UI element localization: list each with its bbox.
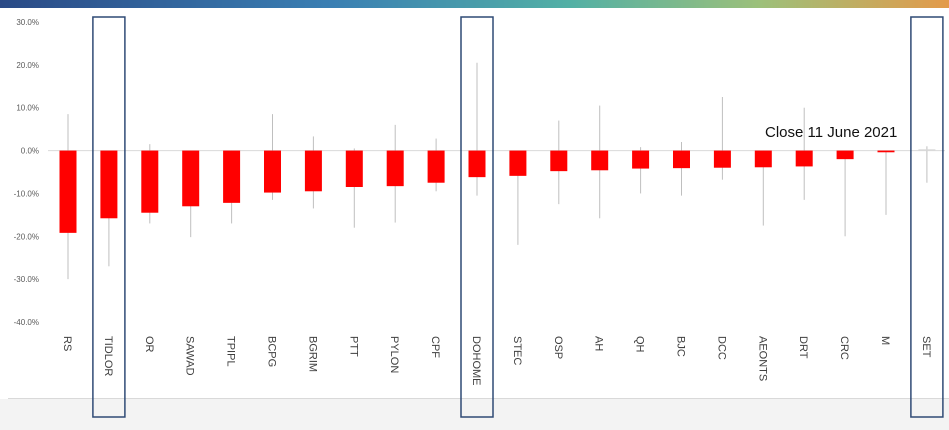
bar	[836, 150, 854, 160]
x-tick-label: SET	[920, 336, 932, 358]
bar	[182, 150, 200, 207]
y-tick-label: -30.0%	[14, 275, 39, 284]
bars	[59, 149, 936, 233]
bar	[550, 150, 568, 172]
y-tick-label: -20.0%	[14, 232, 39, 241]
bar	[795, 150, 813, 167]
x-tick-label: RS	[61, 336, 73, 351]
bar	[345, 150, 363, 187]
footer-strip	[0, 399, 949, 430]
bar	[141, 150, 159, 213]
x-tick-label: M	[879, 336, 891, 345]
x-tick-label: OR	[143, 336, 155, 353]
bar	[918, 149, 936, 151]
x-tick-label: DRT	[797, 336, 809, 359]
bar	[509, 150, 527, 176]
bar	[468, 150, 486, 178]
bar	[591, 150, 609, 171]
x-tick-label: OSP	[552, 336, 564, 359]
x-tick-label: CPF	[429, 336, 441, 358]
y-tick-label: 20.0%	[16, 61, 39, 70]
y-tick-label: -40.0%	[14, 318, 39, 327]
x-tick-label: BJC	[675, 336, 687, 357]
x-tick-label: DCC	[715, 336, 727, 360]
y-tick-label: 0.0%	[21, 147, 39, 156]
bar	[59, 150, 77, 233]
y-axis: 30.0% 20.0% 10.0% 0.0% -10.0% -20.0% -30.0% -40…	[14, 18, 39, 327]
x-tick-label: TIDLOR	[102, 336, 114, 376]
bar	[427, 150, 445, 183]
bar	[877, 150, 895, 153]
chart-panel	[8, 14, 949, 399]
x-tick-label: PYLON	[388, 336, 400, 373]
x-tick-label: BCPG	[266, 336, 278, 367]
x-tick-label: CRC	[838, 336, 850, 360]
header-gradient-bar	[0, 0, 949, 8]
bar	[632, 150, 650, 169]
x-tick-label: BGRIM	[306, 336, 318, 372]
x-tick-label: AEONTS	[756, 336, 768, 381]
highlight-box	[92, 16, 126, 418]
x-tick-label: STEC	[511, 336, 523, 365]
highlight-boxes	[92, 16, 944, 418]
chart-annotation: Close 11 June 2021	[765, 124, 897, 141]
bar	[713, 150, 731, 168]
x-tick-label: SAWAD	[184, 336, 196, 376]
bar	[223, 150, 241, 203]
x-tick-label: TPIPL	[225, 336, 237, 367]
y-tick-label: -10.0%	[14, 189, 39, 198]
x-tick-label: QH	[634, 336, 646, 353]
x-tick-label: AH	[593, 336, 605, 351]
bar	[100, 150, 118, 219]
y-tick-label: 10.0%	[16, 104, 39, 113]
highlight-box	[910, 16, 944, 418]
highlight-box	[460, 16, 494, 418]
x-tick-label: DOHOME	[470, 336, 482, 386]
x-axis-labels: RS TIDLOR OR SAWAD TPIPL BCPG BGRIM PTT PYLON CPF…	[61, 336, 932, 386]
bar	[304, 150, 322, 192]
bar	[754, 150, 772, 168]
x-tick-label: PTT	[347, 336, 359, 357]
y-tick-label: 30.0%	[16, 18, 39, 27]
bar	[673, 150, 690, 169]
bar	[386, 150, 404, 187]
bar	[264, 150, 281, 193]
